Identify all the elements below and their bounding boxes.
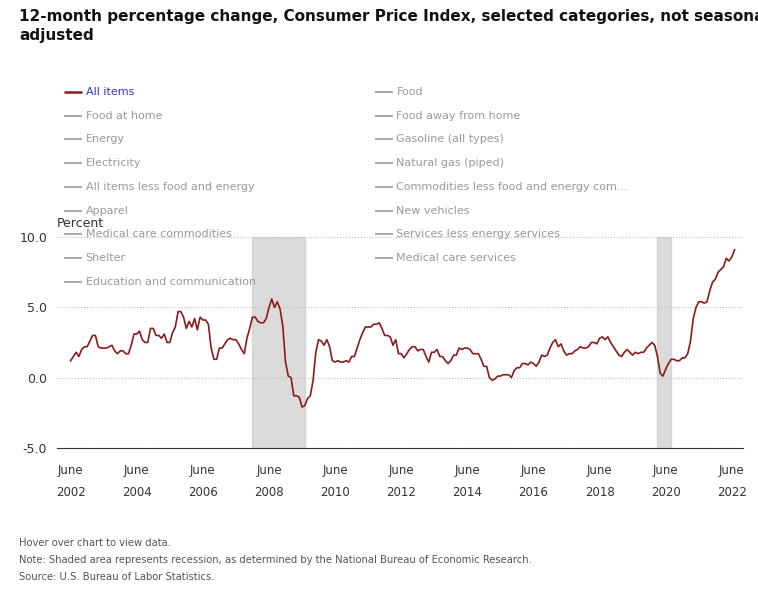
Text: Food at home: Food at home	[86, 111, 162, 120]
Text: Shelter: Shelter	[86, 253, 126, 263]
Text: Medical care commodities: Medical care commodities	[86, 229, 231, 239]
Text: Natural gas (piped): Natural gas (piped)	[396, 158, 504, 168]
Text: June: June	[388, 464, 414, 477]
Text: June: June	[190, 464, 216, 477]
Text: Food away from home: Food away from home	[396, 111, 521, 120]
Text: 2004: 2004	[122, 486, 152, 499]
Text: 12-month percentage change, Consumer Price Index, selected categories, not seaso: 12-month percentage change, Consumer Pri…	[19, 9, 758, 43]
Text: 2012: 2012	[387, 486, 416, 499]
Text: Gasoline (all types): Gasoline (all types)	[396, 135, 504, 144]
Text: June: June	[322, 464, 348, 477]
Text: June: June	[521, 464, 547, 477]
Text: June: June	[455, 464, 480, 477]
Text: June: June	[653, 464, 678, 477]
Text: 2006: 2006	[188, 486, 218, 499]
Bar	[252, 237, 305, 448]
Text: Education and communication: Education and communication	[86, 277, 255, 286]
Text: Note: Shaded area represents recession, as determined by the National Bureau of : Note: Shaded area represents recession, …	[19, 555, 532, 565]
Text: Apparel: Apparel	[86, 206, 129, 215]
Text: Medical care services: Medical care services	[396, 253, 516, 263]
Text: June: June	[124, 464, 149, 477]
Text: Services less energy services: Services less energy services	[396, 229, 560, 239]
Text: All items: All items	[86, 87, 134, 97]
Text: Energy: Energy	[86, 135, 125, 144]
Text: June: June	[719, 464, 744, 477]
Text: June: June	[587, 464, 612, 477]
Text: 2014: 2014	[453, 486, 482, 499]
Text: Electricity: Electricity	[86, 158, 141, 168]
Text: 2016: 2016	[518, 486, 548, 499]
Text: Food: Food	[396, 87, 423, 97]
Text: All items less food and energy: All items less food and energy	[86, 182, 254, 192]
Text: 2022: 2022	[717, 486, 747, 499]
Text: 2010: 2010	[320, 486, 350, 499]
Text: Percent: Percent	[57, 217, 104, 230]
Text: June: June	[58, 464, 83, 477]
Text: 2020: 2020	[651, 486, 681, 499]
Text: Source: U.S. Bureau of Labor Statistics.: Source: U.S. Bureau of Labor Statistics.	[19, 572, 215, 582]
Text: 2018: 2018	[584, 486, 615, 499]
Text: June: June	[256, 464, 282, 477]
Text: New vehicles: New vehicles	[396, 206, 470, 215]
Text: Commodities less food and energy com...: Commodities less food and energy com...	[396, 182, 628, 192]
Bar	[657, 237, 672, 448]
Text: 2008: 2008	[254, 486, 283, 499]
Text: Hover over chart to view data.: Hover over chart to view data.	[19, 538, 171, 549]
Text: 2002: 2002	[56, 486, 86, 499]
